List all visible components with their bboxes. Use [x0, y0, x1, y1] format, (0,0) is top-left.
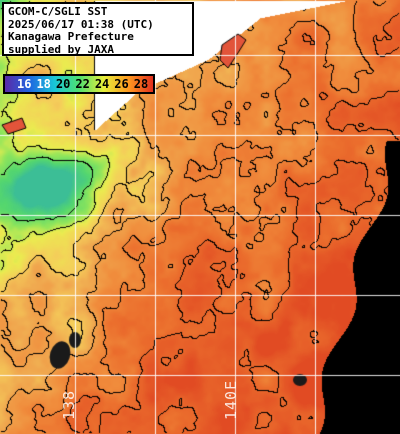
- legend-tick: 22: [75, 77, 90, 91]
- legend-tick: 18: [36, 77, 51, 91]
- timestamp: 2025/06/17 01:38 (UTC): [8, 17, 154, 31]
- temperature-legend: 16 18 20 22 24 26 28: [3, 74, 155, 94]
- lon-label-140e: 140E: [222, 379, 240, 420]
- region-label: Kanagawa Prefecture: [8, 30, 134, 43]
- info-box: GCOM-C/SGLI SST 2025/06/17 01:38 (UTC) K…: [2, 2, 194, 56]
- legend-tick: 26: [114, 77, 129, 91]
- lon-label-138: 138: [60, 389, 78, 420]
- legend-tick: 16: [17, 77, 32, 91]
- legend-tick: 24: [94, 77, 110, 91]
- legend-tick: 28: [133, 77, 149, 91]
- credit-label: supplied by JAXA: [8, 42, 114, 56]
- legend-tick: 20: [55, 77, 71, 91]
- product-title: GCOM-C/SGLI SST: [8, 5, 108, 18]
- legend-gradient: [5, 76, 153, 92]
